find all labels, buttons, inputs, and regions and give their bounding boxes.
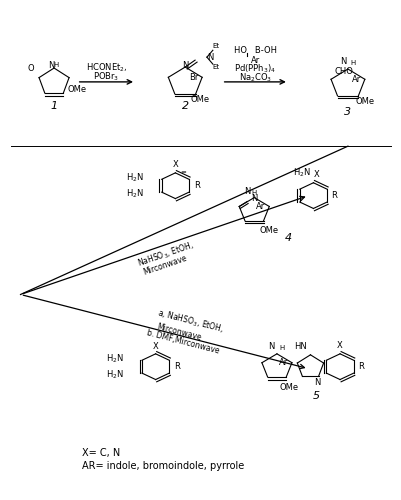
Text: HCONEt$_2$,: HCONEt$_2$, bbox=[85, 62, 127, 74]
Text: R: R bbox=[357, 362, 363, 371]
Text: N: N bbox=[314, 378, 320, 386]
Text: X: X bbox=[172, 160, 178, 169]
Text: 2: 2 bbox=[181, 100, 188, 110]
Text: X= C, N: X= C, N bbox=[81, 448, 119, 458]
Text: =: = bbox=[180, 169, 186, 175]
Text: H: H bbox=[278, 345, 284, 351]
Text: H$_2$N: H$_2$N bbox=[126, 172, 144, 184]
Text: Br: Br bbox=[188, 73, 198, 82]
Text: R: R bbox=[174, 362, 180, 371]
Text: OMe: OMe bbox=[259, 226, 277, 235]
Text: N: N bbox=[340, 57, 346, 66]
Text: 4: 4 bbox=[284, 233, 292, 243]
Text: N: N bbox=[243, 186, 250, 196]
Text: H: H bbox=[349, 60, 354, 66]
Text: Mirconwave: Mirconwave bbox=[142, 253, 188, 276]
Text: NaHSO$_3$, EtOH,: NaHSO$_3$, EtOH, bbox=[136, 240, 195, 270]
Text: H$_2$N: H$_2$N bbox=[106, 352, 124, 365]
Text: O: O bbox=[28, 64, 34, 72]
Text: X: X bbox=[336, 341, 342, 350]
Text: Na$_2$CO$_3$: Na$_2$CO$_3$ bbox=[238, 72, 271, 84]
Text: 3: 3 bbox=[344, 106, 350, 117]
Text: OMe: OMe bbox=[355, 97, 374, 106]
Text: POBr$_3$: POBr$_3$ bbox=[93, 70, 119, 83]
Text: X: X bbox=[313, 170, 318, 179]
Text: a, NaHSO$_3$, EtOH,: a, NaHSO$_3$, EtOH, bbox=[155, 306, 224, 336]
Text: Ar: Ar bbox=[278, 358, 287, 367]
Text: HO   B-OH: HO B-OH bbox=[233, 46, 276, 54]
Text: H$_2$N: H$_2$N bbox=[106, 368, 124, 381]
Text: b. DMF,Mirconwave: b. DMF,Mirconwave bbox=[146, 328, 220, 355]
Text: N: N bbox=[48, 60, 54, 70]
Text: X: X bbox=[152, 342, 158, 351]
Text: N: N bbox=[251, 194, 257, 203]
Text: Et: Et bbox=[212, 44, 219, 50]
Text: N: N bbox=[268, 342, 274, 351]
Text: Ar: Ar bbox=[255, 202, 265, 211]
Text: Mirconwave: Mirconwave bbox=[155, 322, 202, 342]
Text: OMe: OMe bbox=[279, 382, 298, 392]
Text: OMe: OMe bbox=[68, 86, 87, 94]
Text: R: R bbox=[330, 191, 336, 200]
Text: H: H bbox=[53, 62, 59, 68]
Text: R: R bbox=[194, 181, 199, 190]
Text: 5: 5 bbox=[312, 392, 319, 402]
Text: OMe: OMe bbox=[190, 95, 209, 104]
Text: N: N bbox=[207, 52, 213, 62]
Text: N: N bbox=[182, 60, 188, 70]
Text: CHO: CHO bbox=[333, 68, 352, 76]
Text: Ar: Ar bbox=[250, 56, 259, 64]
Text: H$_2$N: H$_2$N bbox=[292, 166, 310, 179]
Text: H: H bbox=[251, 190, 256, 196]
Text: Et: Et bbox=[212, 64, 219, 70]
Text: Ar: Ar bbox=[351, 75, 360, 84]
Text: AR= indole, bromoindole, pyrrole: AR= indole, bromoindole, pyrrole bbox=[81, 460, 243, 470]
Text: HN: HN bbox=[293, 342, 306, 351]
Text: H$_2$N: H$_2$N bbox=[126, 188, 144, 200]
Text: Pd(PPh$_3$)$_4$: Pd(PPh$_3$)$_4$ bbox=[234, 63, 275, 76]
Text: 1: 1 bbox=[51, 100, 57, 110]
